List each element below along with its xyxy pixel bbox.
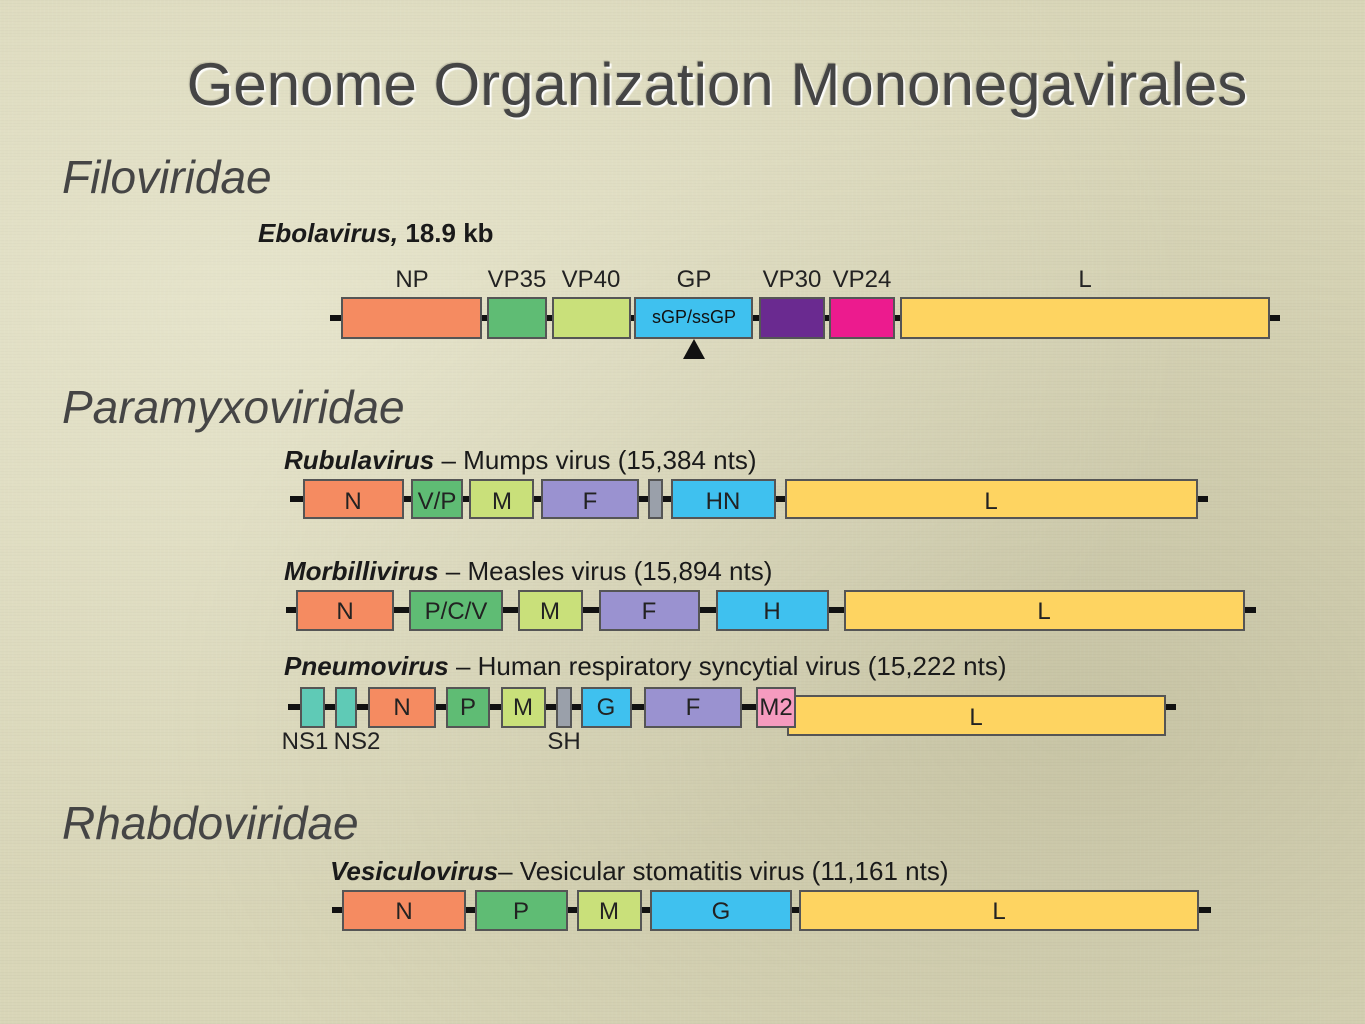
gene-label: L <box>992 898 1005 925</box>
gene-label: N <box>395 898 412 925</box>
genome-ebolavirus: Ebolavirus, 18.9 kb NP VP35 VP40 GP VP30… <box>258 218 1280 359</box>
gene-p <box>446 687 490 728</box>
genus-name: Pneumovirus <box>284 651 449 681</box>
gene-g <box>581 687 632 728</box>
gene-label: NS1 <box>282 728 329 755</box>
gene-label: G <box>712 898 731 925</box>
gene-m <box>518 590 583 631</box>
genus-name: Rubulavirus <box>284 445 434 475</box>
genome-size: 18.9 kb <box>398 218 493 248</box>
virus-description: – Human respiratory syncytial virus (15,… <box>449 651 1007 681</box>
gene-vp <box>411 479 463 519</box>
genome-title-morbillivirus: Morbillivirus – Measles virus (15,894 nt… <box>284 556 772 586</box>
gene-label: H <box>763 598 780 625</box>
gene-pcv <box>409 590 503 631</box>
gene-sh <box>648 479 663 519</box>
virus-description: – Vesicular stomatitis virus (11,161 nts… <box>498 856 948 886</box>
gene-label: G <box>597 694 616 721</box>
gene-np <box>341 297 482 339</box>
genus-name: Ebolavirus, <box>258 218 398 248</box>
gene-label: N <box>344 488 361 515</box>
gene-vp30 <box>759 297 825 339</box>
gene-label: L <box>969 704 982 731</box>
gene-l <box>900 297 1270 339</box>
gene-label: F <box>583 488 598 515</box>
gene-ns1 <box>300 687 325 728</box>
gene-label: M <box>540 598 560 625</box>
gp-inner-label: sGP/ssGP <box>652 307 736 327</box>
editing-site-marker <box>683 339 705 359</box>
gene-label: N <box>336 598 353 625</box>
virus-description: – Measles virus (15,894 nts) <box>439 556 773 586</box>
gene-vp40 <box>552 297 631 339</box>
gene-hn <box>671 479 776 519</box>
gene-label: VP40 <box>562 266 621 293</box>
gene-label: P <box>460 694 476 721</box>
gene-m <box>469 479 534 519</box>
gene-p <box>475 890 568 931</box>
gene-l <box>785 479 1198 519</box>
gene-m <box>501 687 546 728</box>
genome-vesiculovirus: Vesiculovirus– Vesicular stomatitis viru… <box>330 856 1211 931</box>
gene-l <box>799 890 1199 931</box>
gene-l <box>787 695 1166 736</box>
genome-title-vesiculovirus: Vesiculovirus– Vesicular stomatitis viru… <box>330 856 949 886</box>
gene-n <box>296 590 394 631</box>
gene-label: F <box>686 694 701 721</box>
gene-sh <box>556 687 572 728</box>
gene-f <box>541 479 639 519</box>
gene-vp35 <box>487 297 547 339</box>
slide-title: Genome Organization Mononegavirales <box>186 51 1248 118</box>
gene-label: VP24 <box>833 266 892 293</box>
gene-m2 <box>756 687 796 728</box>
virus-description: – Mumps virus (15,384 nts) <box>434 445 756 475</box>
gene-label: L <box>1037 598 1050 625</box>
genome-title-rubulavirus: Rubulavirus – Mumps virus (15,384 nts) <box>284 445 756 475</box>
gene-n <box>303 479 404 519</box>
gene-label: M <box>599 898 619 925</box>
gene-label: N <box>393 694 410 721</box>
gene-label: M <box>492 488 512 515</box>
genome-pneumovirus: Pneumovirus – Human respiratory syncytia… <box>282 651 1176 755</box>
genome-morbillivirus: Morbillivirus – Measles virus (15,894 nt… <box>284 556 1256 631</box>
gene-label: GP <box>677 266 712 293</box>
gene-label: VP30 <box>763 266 822 293</box>
genome-rubulavirus: Rubulavirus – Mumps virus (15,384 nts) N… <box>284 445 1208 519</box>
gene-m <box>577 890 642 931</box>
gene-label: M2 <box>759 694 792 721</box>
gene-f <box>599 590 700 631</box>
gene-h <box>716 590 829 631</box>
family-label-filoviridae: Filoviridae <box>62 151 272 203</box>
gene-label: F <box>642 598 657 625</box>
genus-name: Morbillivirus <box>284 556 439 586</box>
family-label-rhabdoviridae: Rhabdoviridae <box>62 797 359 849</box>
gene-f <box>644 687 742 728</box>
gene-label: HN <box>706 488 741 515</box>
gene-label: L <box>984 488 997 515</box>
gene-l <box>844 590 1245 631</box>
genome-title-pneumovirus: Pneumovirus – Human respiratory syncytia… <box>284 651 1007 681</box>
gene-label: L <box>1078 266 1091 293</box>
genus-name: Vesiculovirus <box>330 856 498 886</box>
family-label-paramyxoviridae: Paramyxoviridae <box>62 381 405 433</box>
gene-label: VP35 <box>488 266 547 293</box>
gene-label: M <box>513 694 533 721</box>
gene-n <box>368 687 436 728</box>
gene-label: V/P <box>418 488 457 515</box>
gene-label: SH <box>547 728 580 755</box>
gene-n <box>342 890 466 931</box>
genome-title-ebolavirus: Ebolavirus, 18.9 kb <box>258 218 494 248</box>
gene-vp24 <box>829 297 895 339</box>
gene-label: NS2 <box>334 728 381 755</box>
gene-ns2 <box>335 687 357 728</box>
gene-label: P/C/V <box>425 598 488 625</box>
gene-label: NP <box>395 266 428 293</box>
gene-gp <box>634 297 753 339</box>
gene-label: P <box>513 898 529 925</box>
gene-g <box>650 890 792 931</box>
